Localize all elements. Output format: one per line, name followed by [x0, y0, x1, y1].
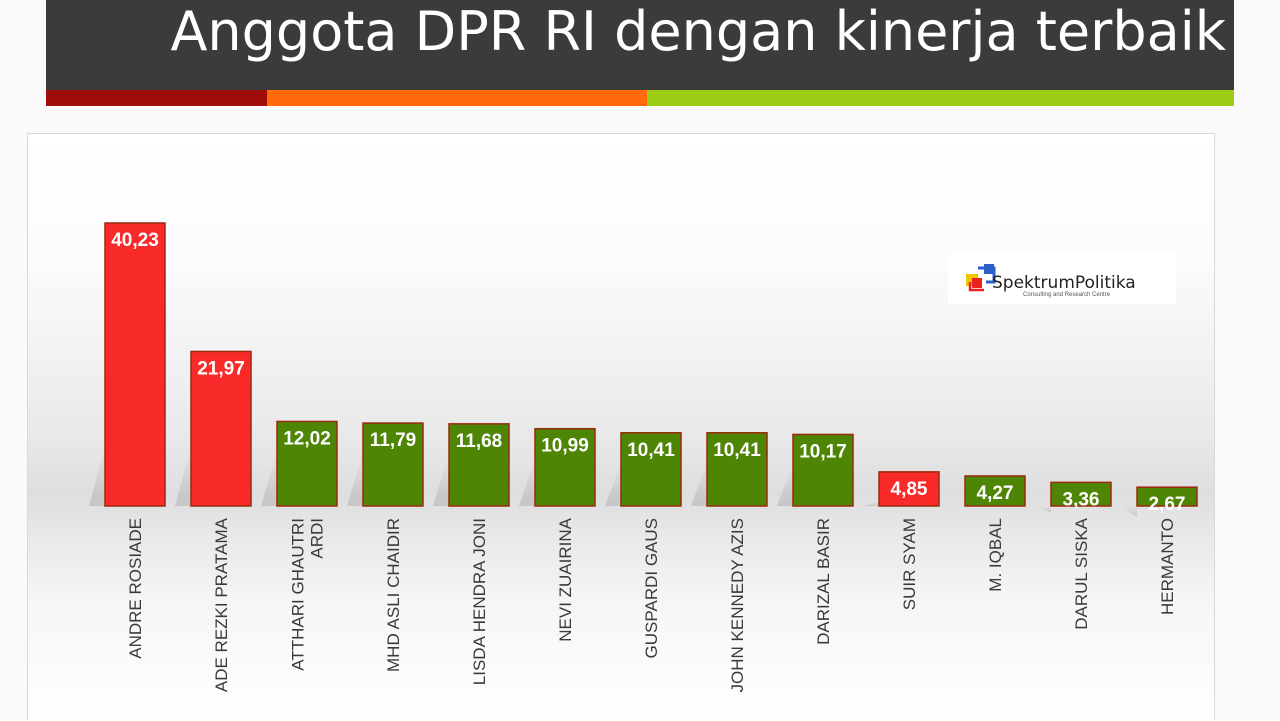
bar-shadow: [777, 464, 793, 506]
category-label: NEVI ZUAIRINA: [556, 517, 575, 641]
data-label: 12,02: [283, 428, 331, 449]
bar-chart: 40,23 ANDRE ROSIADE 21,97 ADE REZKI PRATAMA…: [28, 134, 1216, 721]
category-label-line: GUSPARDI GAUS: [642, 518, 661, 658]
bar-shadow: [863, 502, 879, 506]
category-label-line: DARIZAL BASIR: [814, 518, 833, 645]
bar-shadow: [433, 454, 449, 506]
bar-shadow: [261, 451, 277, 506]
category-label: HERMANTO: [1158, 518, 1177, 615]
category-label: M. IQBAL: [986, 518, 1005, 592]
bar-shadow: [1121, 506, 1137, 517]
category-label-line: ARDI: [308, 518, 327, 559]
category-label: DARIZAL BASIR: [814, 518, 833, 645]
category-label: ANDRE ROSIADE: [126, 518, 145, 659]
data-label: 10,41: [713, 440, 761, 461]
data-label: 11,68: [456, 431, 503, 452]
accent-strip-red: [46, 90, 267, 106]
category-label-line: NEVI ZUAIRINA: [556, 517, 575, 641]
data-label: 40,23: [111, 230, 159, 251]
data-label: 11,79: [370, 430, 417, 451]
data-label: 10,17: [799, 441, 847, 462]
category-label-line: ATTHARI GHAUTRI: [289, 518, 308, 671]
data-label: 2,67: [1149, 494, 1186, 515]
category-label: MHD ASLI CHAIDIR: [384, 518, 403, 672]
accent-strip-orange: [267, 90, 647, 106]
data-label: 3,36: [1063, 489, 1100, 510]
category-label-line: LISDA HENDRA JONI: [470, 518, 489, 685]
category-label-line: SUIR SYAM: [900, 518, 919, 610]
category-label: GUSPARDI GAUS: [642, 518, 661, 658]
page-title: Anggota DPR RI dengan kinerja terbaik: [170, 0, 1226, 64]
data-label: 4,27: [977, 483, 1014, 504]
category-label-line: ANDRE ROSIADE: [126, 518, 145, 659]
accent-strip-green: [647, 90, 1234, 106]
category-label-line: DARUL SISKA: [1072, 517, 1091, 629]
category-label: JOHN KENNEDY AZIS: [728, 518, 747, 692]
accent-strip: [46, 90, 1234, 106]
category-label-line: M. IQBAL: [986, 518, 1005, 592]
bar-shadow: [175, 446, 191, 506]
data-label: 21,97: [197, 358, 245, 379]
category-label: LISDA HENDRA JONI: [470, 518, 489, 685]
data-label: 10,41: [627, 440, 675, 461]
data-label: 4,85: [891, 479, 928, 500]
title-bar: Anggota DPR RI dengan kinerja terbaik: [46, 0, 1234, 90]
bar-shadow: [691, 463, 707, 506]
bar-shadow: [605, 463, 621, 506]
bar-shadow: [347, 453, 363, 506]
category-label: SUIR SYAM: [900, 518, 919, 610]
category-label: ADE REZKI PRATAMA: [212, 517, 231, 692]
logo: SpektrumPolitika Consulting and Research…: [948, 254, 1176, 304]
category-label-line: HERMANTO: [1158, 518, 1177, 615]
bar-shadow: [1035, 506, 1051, 512]
logo-tagline: Consulting and Research Centre: [1023, 292, 1110, 298]
bar-shadow: [89, 446, 105, 506]
chart-panel: 40,23 ANDRE ROSIADE 21,97 ADE REZKI PRATAMA…: [27, 133, 1215, 720]
data-label: 10,99: [541, 436, 589, 457]
bar: [105, 223, 165, 506]
category-label: DARUL SISKA: [1072, 517, 1091, 629]
category-label-line: ADE REZKI PRATAMA: [212, 517, 231, 692]
logo-name: SpektrumPolitika: [992, 273, 1136, 293]
bar-shadow: [519, 459, 535, 506]
category-label-line: JOHN KENNEDY AZIS: [728, 518, 747, 692]
category-label-line: MHD ASLI CHAIDIR: [384, 518, 403, 672]
